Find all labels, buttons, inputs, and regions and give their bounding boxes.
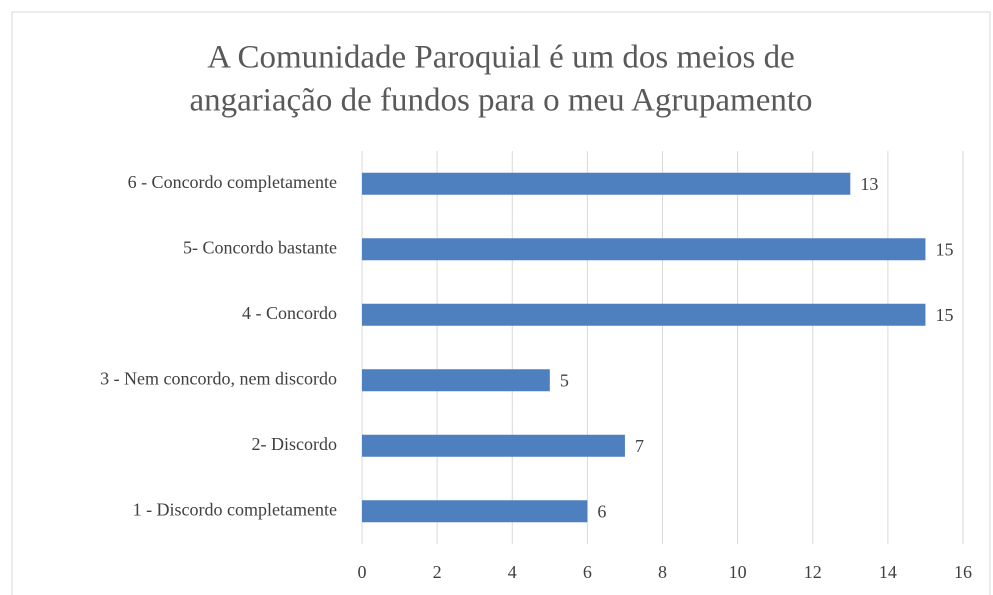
data-label: 5 [560,370,569,390]
y-tick-label: 5- Concordo bastante [183,237,337,257]
chart-title: A Comunidade Paroquial é um dos meios de [207,40,795,76]
data-label: 15 [935,239,953,259]
chart-title: angariação de fundos para o meu Agrupame… [189,83,812,119]
bar [362,303,926,326]
y-tick-label: 4 - Concordo [242,303,337,323]
x-tick-label: 16 [954,562,972,582]
data-label: 13 [860,174,878,194]
y-tick-label: 3 - Nem concordo, nem discordo [100,368,337,388]
x-tick-label: 6 [583,562,592,582]
chart-frame [11,11,991,595]
x-tick-label: 0 [358,562,367,582]
bar [362,172,851,195]
x-tick-label: 4 [508,562,517,582]
data-label: 15 [935,305,953,325]
y-tick-label: 2- Discordo [252,434,337,454]
x-tick-label: 8 [658,562,667,582]
x-tick-label: 10 [729,562,747,582]
bar [362,500,588,523]
bar [362,238,926,261]
x-tick-label: 14 [879,562,897,582]
data-label: 6 [597,501,606,521]
y-tick-label: 6 - Concordo completamente [128,172,337,192]
bar [362,434,625,457]
data-label: 7 [635,436,644,456]
y-tick-label: 1 - Discordo completamente [133,499,337,519]
x-tick-label: 12 [804,562,822,582]
x-tick-label: 2 [433,562,442,582]
bar [362,369,550,392]
